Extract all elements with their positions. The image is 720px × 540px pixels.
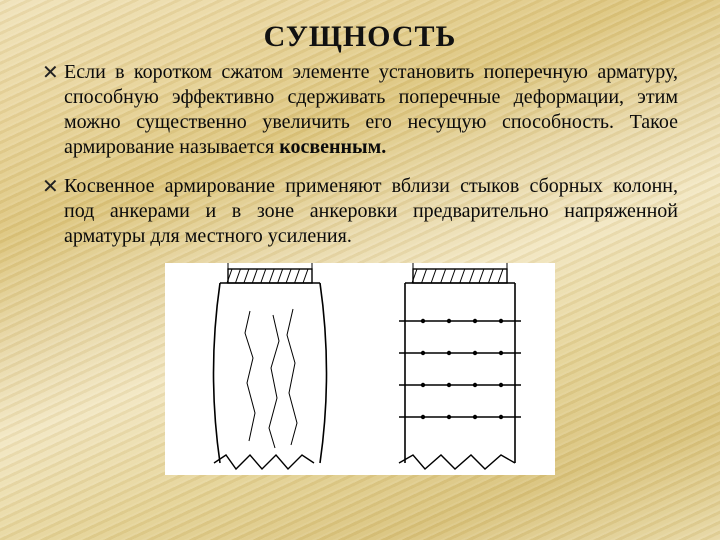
bullet-icon: ✕ [42,174,64,200]
paragraph-1: ✕ Если в коротком сжатом элементе устано… [42,60,678,160]
paragraph-2-text: Косвенное армирование применяют вблизи с… [64,174,678,249]
diagram-figure [165,263,555,475]
paragraph-2: ✕ Косвенное армирование применяют вблизи… [42,174,678,249]
slide-title: СУЩНОСТЬ [42,20,678,54]
figure-container [42,263,678,480]
paragraph-1-text: Если в коротком сжатом элементе установи… [64,60,678,160]
bullet-icon: ✕ [42,60,64,86]
slide: СУЩНОСТЬ ✕ Если в коротком сжатом элемен… [0,0,720,540]
